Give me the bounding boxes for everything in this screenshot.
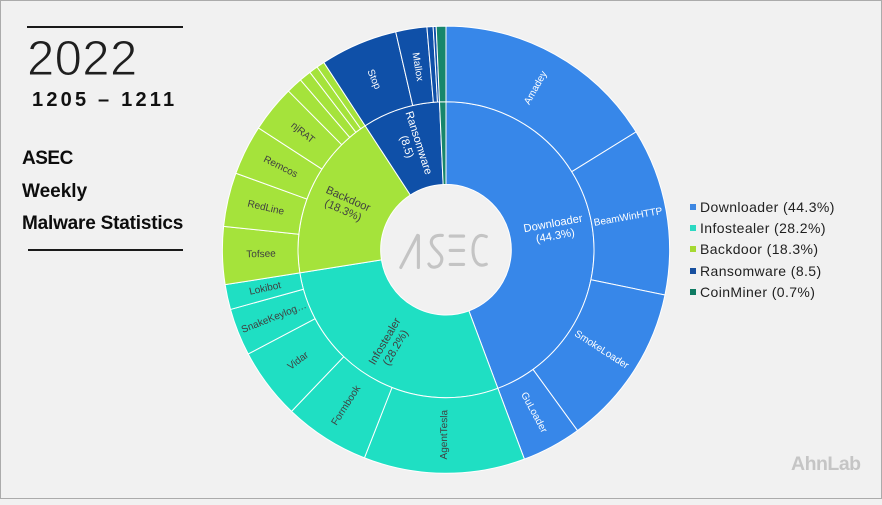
svg-text:Tofsee: Tofsee xyxy=(246,249,276,261)
svg-text:AgentTesla: AgentTesla xyxy=(439,409,450,459)
svg-text:Mallox: Mallox xyxy=(410,52,425,82)
